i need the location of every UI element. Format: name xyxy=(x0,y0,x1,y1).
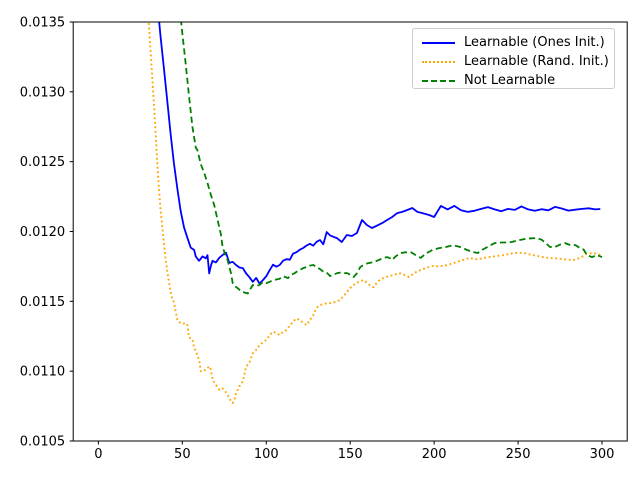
legend-item: Not Learnable xyxy=(422,71,606,90)
x-tick-label: 250 xyxy=(506,447,531,462)
series-line-2-dashed xyxy=(180,22,603,295)
series-line-1-dotted xyxy=(147,22,601,404)
y-tick-label: 0.0135 xyxy=(20,16,66,31)
legend-item: Learnable (Ones Init.) xyxy=(422,33,606,52)
y-tick-label: 0.0125 xyxy=(20,155,66,170)
y-tick-label: 0.0115 xyxy=(20,295,66,310)
legend: Learnable (Ones Init.) Learnable (Rand. … xyxy=(412,28,615,89)
legend-label: Learnable (Rand. Init.) xyxy=(464,54,609,69)
legend-line-sample-solid xyxy=(422,41,455,44)
legend-item: Learnable (Rand. Init.) xyxy=(422,52,609,71)
y-tick-label: 0.0120 xyxy=(20,225,66,240)
x-tick-label: 150 xyxy=(338,447,363,462)
legend-label: Not Learnable xyxy=(464,73,556,88)
y-tick-label: 0.0110 xyxy=(20,365,66,380)
x-tick-label: 200 xyxy=(422,447,447,462)
series-line-0-solid xyxy=(158,22,601,285)
legend-line-sample-dotted xyxy=(422,60,455,63)
x-tick-label: 100 xyxy=(254,447,279,462)
y-tick-label: 0.0105 xyxy=(20,435,66,450)
series-group xyxy=(147,22,603,404)
legend-line-sample-dashed xyxy=(422,79,455,82)
x-tick-label: 300 xyxy=(590,447,615,462)
x-tick-label: 0 xyxy=(94,447,102,462)
x-tick-label: 50 xyxy=(174,447,191,462)
y-tick-label: 0.0130 xyxy=(20,85,66,100)
legend-label: Learnable (Ones Init.) xyxy=(464,35,605,50)
